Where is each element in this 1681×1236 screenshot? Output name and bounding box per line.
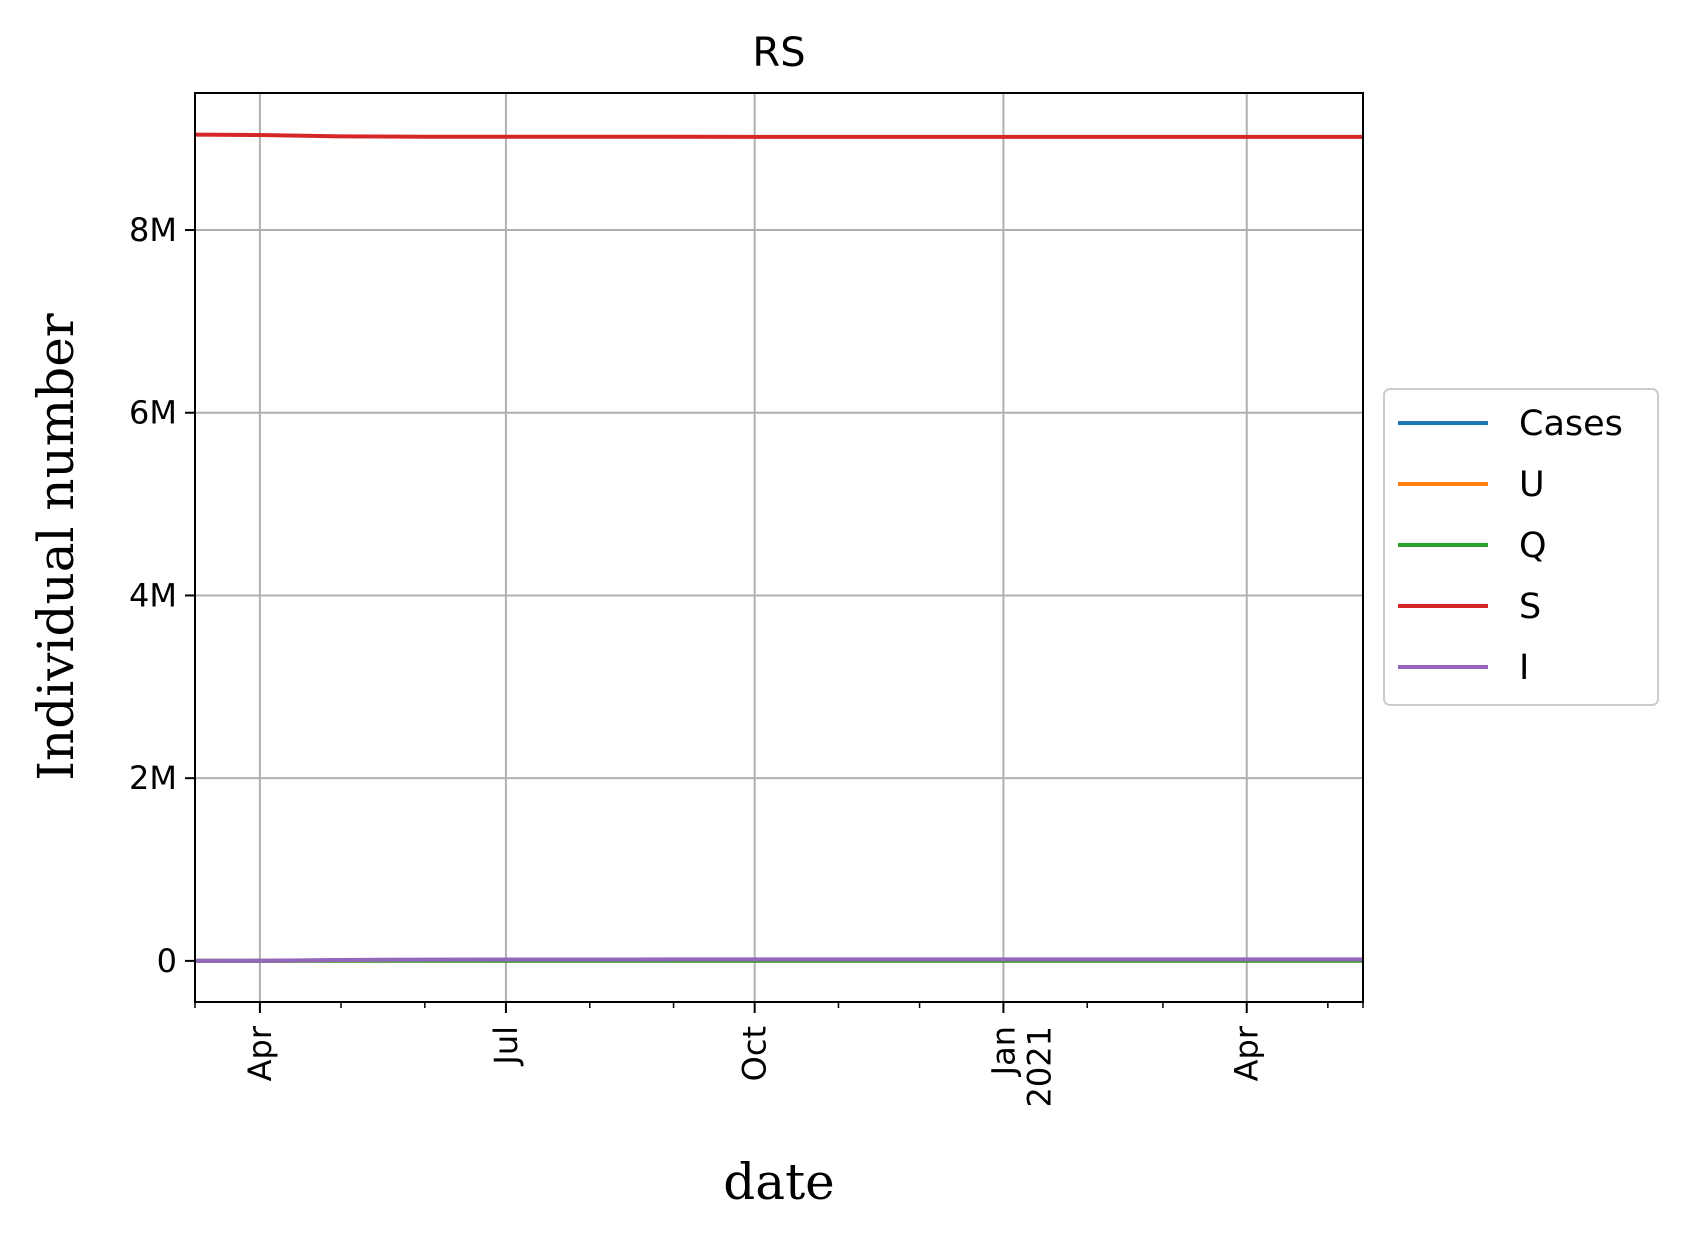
series-line-s <box>194 132 1363 139</box>
grid <box>195 93 1363 1002</box>
legend-label-s: S <box>1519 587 1541 627</box>
x-tick-label: Oct <box>736 1026 774 1081</box>
y-tick-label: 4M <box>129 576 177 614</box>
x-tick-label: Jul <box>487 1026 525 1067</box>
y-tick-label: 2M <box>129 759 177 797</box>
series-line-i <box>194 957 1363 963</box>
plot-frame <box>194 92 1364 1003</box>
legend-label-i: I <box>1519 648 1529 688</box>
y-tick-label: 8M <box>129 211 177 249</box>
legend-frame <box>1383 388 1659 706</box>
x-tick-label-year: 2021 <box>1020 1026 1058 1107</box>
y-tick-label: 6M <box>129 394 177 432</box>
chart-title: RS <box>752 30 805 76</box>
plot-background <box>195 93 1363 1002</box>
x-tick-label: Jan <box>984 1026 1022 1077</box>
legend-label-u: U <box>1519 465 1545 505</box>
legend-label-cases: Cases <box>1519 404 1623 444</box>
x-tick-label: Apr <box>241 1025 279 1081</box>
y-axis: 0 2M 4M 6M 8M <box>129 211 195 980</box>
series-lines <box>194 132 1363 963</box>
x-tick-label: Apr <box>1228 1025 1266 1081</box>
legend-label-q: Q <box>1519 526 1547 566</box>
x-axis-title: date <box>723 1153 835 1211</box>
y-tick-label: 0 <box>157 942 177 980</box>
y-axis-title: Individual number <box>27 313 85 781</box>
